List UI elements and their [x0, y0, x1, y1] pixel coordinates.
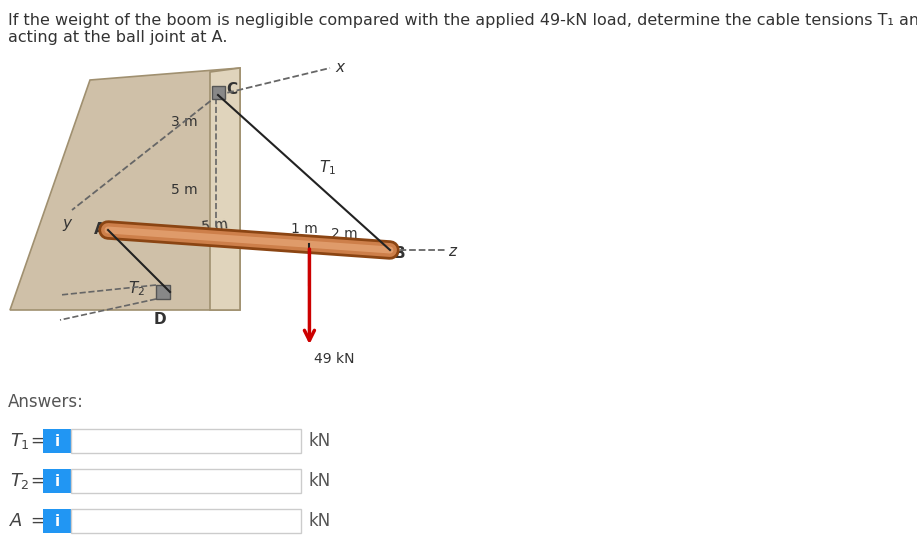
Text: D: D [154, 312, 166, 327]
Polygon shape [210, 68, 240, 310]
Text: z: z [448, 244, 456, 259]
Text: kN: kN [309, 512, 331, 530]
FancyBboxPatch shape [212, 85, 225, 99]
Text: kN: kN [309, 432, 331, 450]
Text: 5 m: 5 m [171, 183, 198, 197]
Text: y: y [62, 216, 72, 231]
Text: =: = [30, 512, 44, 530]
Polygon shape [10, 68, 240, 310]
Text: kN: kN [309, 472, 331, 490]
Text: i: i [54, 474, 60, 489]
FancyBboxPatch shape [43, 469, 71, 493]
Text: $T_2$: $T_2$ [128, 280, 145, 299]
Text: $T_1$: $T_1$ [319, 158, 336, 177]
Text: 2 m: 2 m [331, 227, 358, 242]
Text: A: A [94, 223, 105, 238]
FancyBboxPatch shape [71, 429, 301, 453]
FancyBboxPatch shape [71, 469, 301, 493]
FancyBboxPatch shape [156, 285, 170, 299]
Text: A: A [10, 512, 22, 530]
Text: 3 m: 3 m [171, 115, 198, 130]
Text: If the weight of the boom is negligible compared with the applied 49-kN load, de: If the weight of the boom is negligible … [8, 13, 917, 28]
Text: x: x [335, 59, 344, 74]
Text: Answers:: Answers: [8, 393, 83, 411]
Text: $T_1$: $T_1$ [10, 431, 30, 451]
Text: i: i [54, 433, 60, 449]
Text: 5 m: 5 m [201, 217, 228, 233]
Text: B: B [394, 245, 405, 260]
Text: acting at the ball joint at A.: acting at the ball joint at A. [8, 30, 227, 45]
Text: i: i [54, 514, 60, 529]
FancyBboxPatch shape [43, 429, 71, 453]
FancyBboxPatch shape [43, 509, 71, 533]
FancyBboxPatch shape [71, 509, 301, 533]
Text: =: = [30, 432, 44, 450]
Text: =: = [30, 472, 44, 490]
Text: 49 kN: 49 kN [315, 352, 355, 366]
Text: $T_2$: $T_2$ [10, 471, 29, 491]
Text: C: C [226, 81, 238, 96]
Text: 1 m: 1 m [292, 222, 318, 237]
